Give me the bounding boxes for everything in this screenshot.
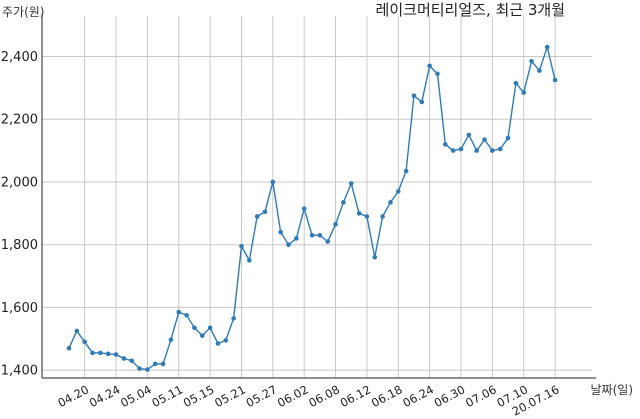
data-point bbox=[145, 367, 150, 372]
data-point bbox=[223, 338, 229, 343]
data-point bbox=[388, 200, 393, 205]
x-tick-label: 05.15 bbox=[181, 382, 217, 410]
x-tick-label: 04.24 bbox=[87, 382, 123, 410]
data-point bbox=[419, 99, 425, 105]
data-point bbox=[317, 232, 323, 238]
data-point bbox=[466, 132, 472, 138]
axes bbox=[41, 14, 596, 379]
y-tick-labels: 1,400 1,600 1,800 2,000 2,200 2,400 bbox=[1, 50, 38, 379]
data-point bbox=[66, 345, 72, 351]
x-tick-label: 06.12 bbox=[338, 382, 374, 410]
x-tick-label: 06.08 bbox=[306, 382, 342, 410]
data-point bbox=[490, 148, 495, 153]
data-point bbox=[325, 239, 331, 244]
x-tick-label: 05.04 bbox=[118, 382, 154, 410]
data-point bbox=[482, 137, 487, 142]
y-tick-label: 1,600 bbox=[1, 301, 38, 316]
data-point bbox=[372, 254, 378, 260]
data-point bbox=[474, 148, 479, 153]
data-point bbox=[176, 309, 182, 315]
data-point bbox=[168, 337, 174, 343]
x-tick-label: 04.20 bbox=[55, 382, 91, 410]
data-point bbox=[286, 242, 291, 247]
data-point bbox=[356, 211, 362, 216]
x-tick-labels: 04.2004.2405.0405.1105.1505.2105.2706.02… bbox=[55, 382, 561, 418]
data-point bbox=[427, 63, 432, 69]
data-point bbox=[521, 90, 527, 95]
data-point bbox=[529, 58, 534, 64]
data-point bbox=[160, 361, 166, 367]
data-point bbox=[270, 179, 276, 185]
x-axis-label: 날짜(일) bbox=[591, 383, 633, 397]
series-line bbox=[68, 44, 556, 371]
series-price bbox=[66, 44, 558, 372]
y-axis-label: 주가(원) bbox=[2, 5, 44, 19]
x-tick-label: 07.06 bbox=[463, 382, 499, 410]
data-point bbox=[505, 135, 511, 141]
data-point bbox=[309, 232, 315, 238]
data-point bbox=[513, 80, 519, 86]
data-point bbox=[403, 168, 409, 174]
data-point bbox=[333, 222, 338, 227]
y-tick-label: 2,000 bbox=[1, 175, 38, 190]
data-point bbox=[544, 44, 550, 50]
data-point bbox=[294, 236, 299, 241]
x-tick-label: 06.02 bbox=[275, 382, 311, 410]
data-point bbox=[262, 209, 268, 215]
x-tick-label: 05.11 bbox=[150, 382, 186, 410]
x-tick-label: 05.27 bbox=[244, 382, 280, 410]
data-point bbox=[411, 93, 417, 99]
data-point bbox=[380, 214, 385, 219]
y-tick-label: 2,400 bbox=[1, 50, 38, 65]
data-point bbox=[90, 350, 95, 356]
data-point bbox=[301, 206, 307, 211]
data-point bbox=[215, 341, 221, 346]
data-point bbox=[113, 352, 119, 357]
data-point bbox=[254, 214, 260, 219]
x-tick-label: 06.24 bbox=[400, 382, 436, 410]
data-point bbox=[395, 189, 401, 194]
data-point bbox=[364, 214, 370, 219]
y-tick-label: 1,400 bbox=[1, 364, 38, 379]
gridlines bbox=[42, 16, 592, 378]
data-point bbox=[497, 146, 503, 152]
data-point bbox=[199, 333, 205, 338]
data-point bbox=[137, 366, 142, 371]
data-point bbox=[129, 358, 135, 364]
data-point bbox=[537, 68, 542, 73]
data-point bbox=[184, 312, 189, 318]
data-point bbox=[152, 361, 158, 367]
data-point bbox=[98, 350, 103, 356]
data-point bbox=[105, 351, 111, 357]
data-point bbox=[450, 148, 456, 153]
data-point bbox=[231, 316, 236, 321]
data-point bbox=[348, 181, 354, 186]
data-point bbox=[435, 71, 440, 77]
data-point bbox=[82, 339, 87, 345]
y-tick-label: 2,200 bbox=[1, 113, 38, 128]
x-tick-label: 05.21 bbox=[212, 382, 248, 410]
data-point bbox=[278, 229, 283, 235]
data-point bbox=[239, 243, 244, 249]
y-tick-label: 1,800 bbox=[1, 238, 38, 253]
data-point bbox=[74, 328, 80, 334]
data-point bbox=[458, 146, 464, 152]
chart-title: 레이크머티리얼즈, 최근 3개월 bbox=[376, 1, 565, 19]
data-point bbox=[121, 356, 127, 361]
x-tick-label: 06.30 bbox=[432, 382, 468, 410]
data-point bbox=[247, 258, 252, 263]
data-point bbox=[207, 325, 213, 331]
data-point bbox=[192, 325, 197, 331]
data-point bbox=[443, 142, 448, 147]
data-point bbox=[552, 77, 558, 83]
data-point bbox=[341, 200, 346, 205]
x-tick-label: 06.18 bbox=[369, 382, 405, 410]
